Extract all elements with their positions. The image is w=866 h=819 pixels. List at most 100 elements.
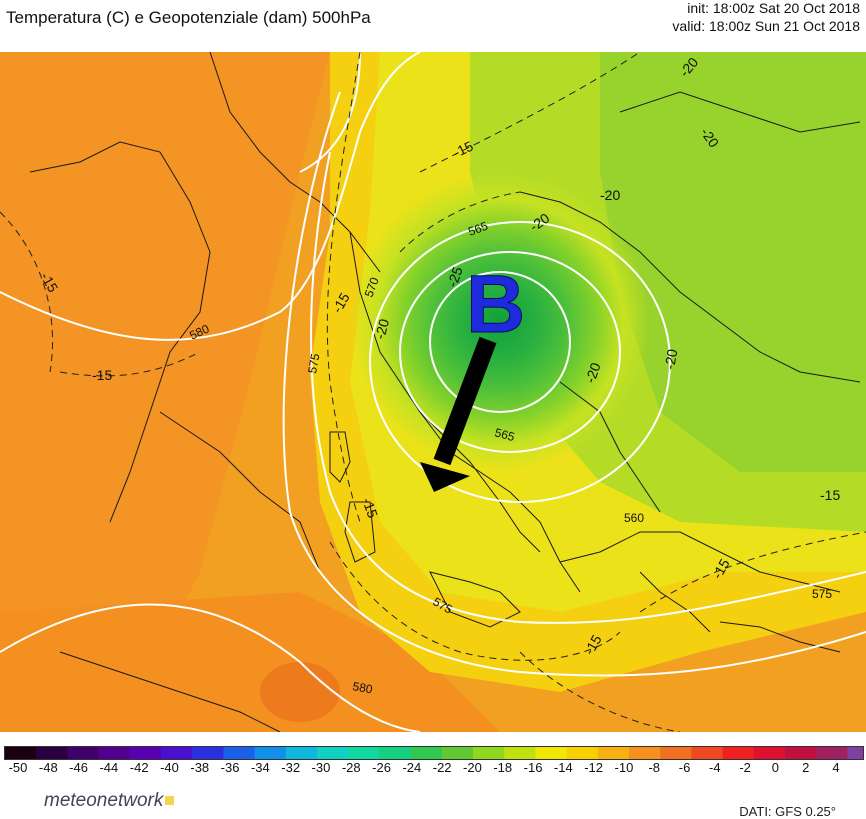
colorbar-segment: [114, 747, 131, 759]
colorbar-tick-label: -20: [463, 760, 482, 775]
colorbar-segment: [535, 747, 552, 759]
colorbar-segment: [36, 747, 53, 759]
colorbar-segment: [5, 747, 22, 759]
colorbar-tick-label: -4: [709, 760, 721, 775]
temperature-label: -20: [661, 348, 680, 371]
colorbar-segment: [660, 747, 677, 759]
colorbar-segment: [722, 747, 739, 759]
colorbar-ticks: -50 -48 -46 -44 -42 -40 -38 -36 -34 -32 -30 -28 -26-…: [4, 760, 862, 778]
colorbar-segment: [254, 747, 271, 759]
colorbar-segment: [816, 747, 833, 759]
colorbar-tick-label: -8: [648, 760, 660, 775]
data-source: DATI: GFS 0.25°: [739, 804, 836, 819]
colorbar-tick-label: -48: [38, 760, 58, 775]
colorbar-segment: [270, 747, 287, 759]
colorbar-segment: [582, 747, 599, 759]
init-time: init: 18:00z Sat 20 Oct 2018: [687, 0, 860, 16]
hot-spot: [260, 662, 340, 722]
geopotential-label: 570: [362, 275, 382, 299]
colorbar-segment: [98, 747, 115, 759]
colorbar-segment: [67, 747, 84, 759]
low-pressure-marker: B: [466, 259, 525, 350]
colorbar-tick-label: -6: [678, 760, 691, 775]
colorbar-segment: [301, 747, 318, 759]
colorbar-tick-label: 2: [802, 760, 810, 775]
colorbar-segment: [20, 747, 37, 759]
chart-title: Temperatura (C) e Geopotenziale (dam) 50…: [6, 8, 371, 27]
colorbar-segment: [457, 747, 474, 759]
colorbar-tick-label: -50: [8, 760, 28, 775]
colorbar: [4, 746, 864, 760]
colorbar-segment: [161, 747, 178, 759]
colorbar-tick-label: 0: [771, 760, 780, 775]
colorbar-segment: [504, 747, 521, 759]
colorbar-segment: [519, 747, 536, 759]
geopotential-labels: 580 575 570 565 565 560 575 575 580: [187, 219, 832, 697]
brand-logo: meteonetwork: [44, 790, 175, 812]
temperature-label: -15: [820, 487, 840, 503]
temperature-label: -20: [600, 187, 620, 203]
temperature-label: -15: [359, 496, 381, 521]
colorbar-segment: [317, 747, 334, 759]
colorbar-segment: [441, 747, 458, 759]
geopotential-label: 580: [351, 679, 373, 696]
colorbar-tick-label: -46: [69, 760, 88, 775]
colorbar-segment: [707, 747, 724, 759]
temperature-label: -20: [582, 360, 604, 385]
colorbar-tick-label: -18: [493, 760, 513, 775]
colorbar-segment: [769, 747, 786, 759]
weather-map: 580 575 570 565 565 560 575 575 580 -15 …: [0, 52, 866, 732]
colorbar-tick-label: -34: [250, 760, 270, 775]
colorbar-segment: [644, 747, 661, 759]
warm-region-west: [0, 52, 330, 732]
colorbar-segment: [738, 747, 755, 759]
colorbar-segment: [223, 747, 240, 759]
colorbar-segment: [192, 747, 209, 759]
brand-name: meteonetwork: [44, 790, 164, 811]
valid-time: valid: 18:00z Sun 21 Oct 2018: [672, 18, 860, 34]
colorbar-segment: [363, 747, 380, 759]
temperature-contours: [0, 52, 866, 732]
colorbar-segment: [285, 747, 302, 759]
geopotential-label: 565: [466, 219, 490, 239]
colorbar-segment: [831, 747, 848, 759]
temperature-label: -25: [444, 264, 466, 289]
geopotential-label: 575: [305, 352, 322, 374]
colorbar-tick-label: -16: [523, 760, 543, 775]
colorbar-tick-label: -24: [402, 760, 422, 775]
colorbar-segment: [488, 747, 505, 759]
temperature-label: -15: [451, 138, 476, 161]
colorbar-tick-label: -38: [190, 760, 210, 775]
geopotential-label: 575: [812, 587, 832, 601]
colorbar-tick-label: -14: [553, 760, 573, 775]
colorbar-tick-label: -22: [432, 760, 452, 775]
colorbar-segment: [800, 747, 817, 759]
warm-region-south: [0, 592, 500, 732]
colorbar-tick-label: -12: [584, 760, 604, 775]
colorbar-segment: [410, 747, 427, 759]
colorbar-segment: [145, 747, 162, 759]
colorbar-tick-label: -32: [281, 760, 301, 775]
colorbar-segment: [597, 747, 614, 759]
cold-core: [350, 172, 650, 472]
colorbar-tick-label: 4: [832, 760, 840, 775]
colorbar-tick-label: -26: [372, 760, 391, 775]
colorbar-segment: [379, 747, 396, 759]
colorbar-tick-label: -2: [739, 760, 751, 775]
colorbar-tick-label: -30: [311, 760, 331, 775]
colorbar-segment: [551, 747, 568, 759]
temperature-label: -20: [371, 317, 392, 341]
geopotential-contours: [0, 52, 866, 732]
temperature-label: -15: [92, 367, 112, 383]
colorbar-tick-label: -36: [220, 760, 240, 775]
colorbar-segment: [691, 747, 708, 759]
colorbar-segment: [753, 747, 770, 759]
colorbar-segment: [629, 747, 646, 759]
colorbar-segment: [566, 747, 583, 759]
colorbar-segment: [129, 747, 146, 759]
colorbar-segment: [847, 747, 863, 759]
colorbar-segment: [239, 747, 256, 759]
colorbar-segment: [426, 747, 443, 759]
geopotential-label: 565: [493, 425, 516, 444]
colorbar-tick-label: -28: [341, 760, 361, 775]
